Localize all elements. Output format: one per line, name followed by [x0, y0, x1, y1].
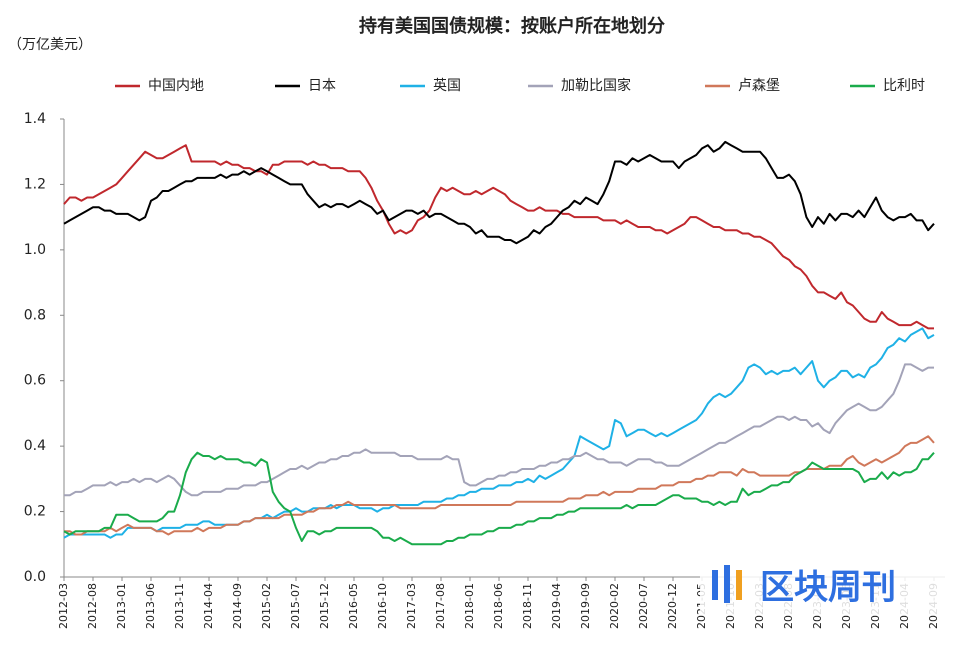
x-tick-label: 2015-02 [260, 583, 273, 629]
x-tick-label: 2015-07 [289, 583, 302, 629]
x-tick-label: 2016-10 [376, 583, 389, 629]
y-tick-label: 0.0 [24, 569, 46, 585]
legend-label: 英国 [433, 77, 461, 94]
logo-bar [724, 565, 730, 603]
x-tick-label: 2016-05 [347, 583, 360, 629]
legend-label: 卢森堡 [738, 78, 780, 94]
legend-label: 日本 [308, 78, 336, 94]
x-tick-label: 2018-06 [492, 583, 505, 629]
legend-label: 加勒比国家 [561, 77, 631, 94]
y-tick-label: 0.2 [24, 504, 46, 520]
y-tick-label: 0.6 [24, 373, 46, 389]
y-tick-label: 0.8 [24, 307, 46, 323]
series-line [64, 435, 935, 536]
series-line [63, 144, 934, 330]
series-line [64, 363, 934, 497]
x-tick-label: 2013-06 [144, 583, 157, 629]
x-tick-label: 2013-01 [115, 583, 128, 629]
x-tick-label: 2012-03 [57, 583, 70, 629]
x-tick-label: 2012-08 [86, 583, 99, 629]
chart-title: 持有美国国债规模：按账户所在地划分 [359, 15, 665, 37]
x-tick-label: 2013-11 [173, 583, 186, 629]
x-tick-label: 2017-08 [434, 583, 447, 629]
y-tick-label: 1.0 [24, 242, 46, 258]
x-tick-label: 2014-09 [231, 583, 244, 629]
y-tick-label: 1.2 [24, 176, 46, 192]
x-tick-label: 2020-12 [666, 583, 679, 629]
watermark-text: 区块周刊 [760, 568, 896, 608]
x-tick-label: 2018-11 [521, 583, 534, 629]
x-tick-label: 2020-02 [608, 583, 621, 629]
x-tick-label: 2017-03 [405, 583, 418, 629]
logo-bar [736, 570, 742, 600]
y-axis-label: （万亿美元） [8, 37, 92, 53]
series-line [63, 140, 935, 245]
x-tick-label: 2018-01 [463, 583, 476, 629]
watermark: 区块周刊 [700, 540, 945, 615]
y-tick-label: 0.4 [24, 438, 46, 454]
x-tick-label: 2019-04 [550, 583, 563, 629]
y-tick-label: 1.4 [24, 111, 46, 127]
legend-label: 比利时 [883, 78, 925, 94]
legend-label: 中国内地 [148, 78, 204, 94]
x-tick-label: 2014-04 [202, 583, 215, 629]
series-line [63, 451, 935, 546]
x-tick-label: 2020-07 [637, 583, 650, 629]
series-line [63, 327, 935, 539]
logo-bar [712, 570, 718, 600]
x-tick-label: 2019-09 [579, 583, 592, 629]
x-tick-label: 2015-12 [318, 583, 331, 629]
